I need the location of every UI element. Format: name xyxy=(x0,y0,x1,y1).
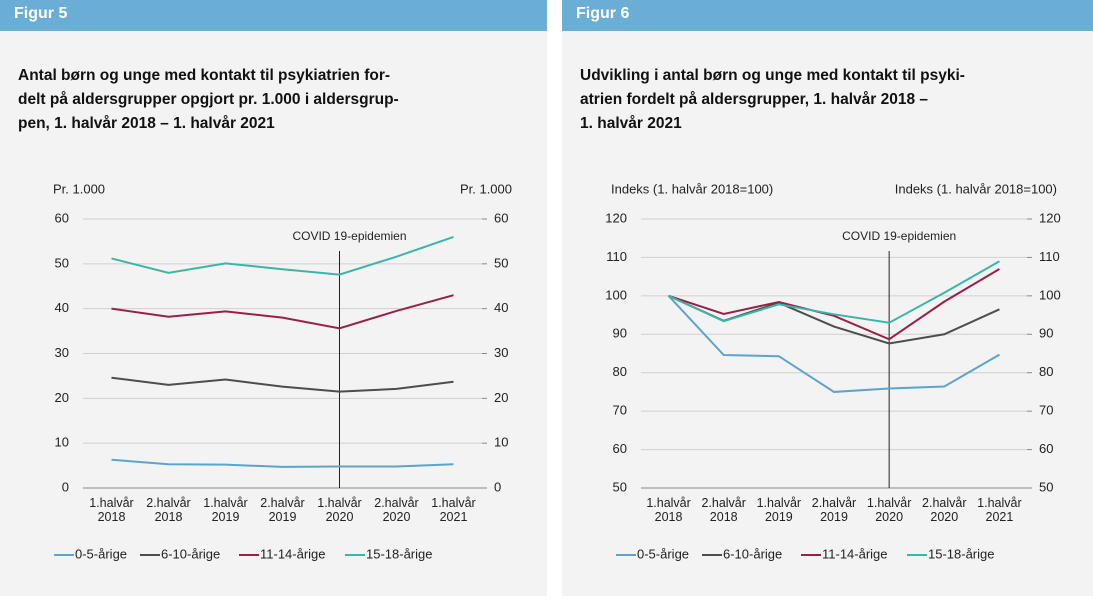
y2-tick-label: 20 xyxy=(494,390,508,405)
y-tick-label: 80 xyxy=(613,364,627,379)
y-tick-label: 50 xyxy=(613,479,627,494)
y-tick-label: 100 xyxy=(605,287,627,302)
chart-title: Udvikling i antal børn og unge med konta… xyxy=(580,67,965,132)
y-axis-label: Indeks (1. halvår 2018=100) xyxy=(611,181,773,196)
x-tick-label: 2.halvår 2019 xyxy=(260,496,305,524)
y-tick-label: 110 xyxy=(606,249,627,264)
panel-background xyxy=(562,0,1093,596)
x-tick-label: 2.halvår 2018 xyxy=(701,496,746,524)
x-tick-label: 1.halvår 2018 xyxy=(646,496,691,524)
x-tick-label: 1.halvår 2019 xyxy=(756,496,802,524)
panel-background xyxy=(0,0,547,596)
figure-label: Figur 5 xyxy=(14,5,68,22)
y-tick-label: 60 xyxy=(55,210,69,225)
y2-tick-label: 0 xyxy=(494,479,501,494)
x-tick-label: 1.halvår 2019 xyxy=(203,496,248,524)
y2-tick-label: 120 xyxy=(1039,210,1061,225)
y2-tick-label: 30 xyxy=(494,345,508,360)
y2-tick-label: 50 xyxy=(494,255,508,270)
y-tick-label: 90 xyxy=(613,326,627,341)
legend-label: 0-5-årige xyxy=(637,546,689,561)
y-tick-label: 40 xyxy=(55,300,69,315)
y2-tick-label: 70 xyxy=(1039,403,1053,418)
y-tick-label: 50 xyxy=(55,255,69,270)
series-line xyxy=(667,295,1000,393)
figure-label: Figur 6 xyxy=(576,5,630,22)
x-tick-label: 2.halvår 2020 xyxy=(374,496,419,524)
panel-header xyxy=(0,0,547,31)
x-tick-label: 2.halvår 2018 xyxy=(146,496,191,524)
y-tick-label: 30 xyxy=(55,345,69,360)
series-line xyxy=(111,294,454,330)
x-tick-label: 1.halvår 2020 xyxy=(317,496,362,524)
chart-title: Antal børn og unge med kontakt til psyki… xyxy=(18,67,399,132)
y2-tick-label: 10 xyxy=(494,435,508,450)
y2-tick-label: 90 xyxy=(1039,326,1053,341)
legend-label: 0-5-årige xyxy=(75,546,127,561)
y2-tick-label: 60 xyxy=(494,210,508,225)
x-tick-label: 2.halvår 2019 xyxy=(811,496,857,524)
y2-axis-label: Indeks (1. halvår 2018=100) xyxy=(895,181,1057,196)
legend-label: 15-18-årige xyxy=(928,546,995,561)
legend-label: 6-10-årige xyxy=(161,546,220,561)
x-tick-label: 2.halvår 2020 xyxy=(922,496,967,524)
y2-tick-label: 50 xyxy=(1039,479,1053,494)
x-tick-label: 1.halvår 2018 xyxy=(89,496,134,524)
y2-tick-label: 80 xyxy=(1039,364,1053,379)
y-tick-label: 20 xyxy=(55,390,69,405)
annotation-text: COVID 19-epidemien xyxy=(292,229,406,243)
y2-tick-label: 60 xyxy=(1039,441,1053,456)
series-line xyxy=(668,260,1000,324)
series-line xyxy=(111,376,454,393)
series-line xyxy=(668,268,1000,341)
y2-axis-label: Pr. 1.000 xyxy=(460,181,512,196)
legend-label: 11-14-årige xyxy=(260,546,326,561)
y-tick-label: 10 xyxy=(55,435,69,450)
annotation-text: COVID 19-epidemien xyxy=(842,229,956,243)
legend-label: 15-18-årige xyxy=(366,546,433,561)
y-tick-label: 70 xyxy=(613,403,627,418)
x-tick-label: 1.halvår 2020 xyxy=(866,496,912,524)
y-axis-label: Pr. 1.000 xyxy=(53,181,105,196)
x-tick-label: 1.halvår 2021 xyxy=(431,496,476,524)
y-tick-label: 60 xyxy=(613,441,627,456)
series-line xyxy=(111,235,454,276)
legend-label: 11-14-årige xyxy=(822,546,888,561)
series-line xyxy=(111,458,454,468)
y2-tick-label: 40 xyxy=(494,300,508,315)
y-tick-label: 0 xyxy=(62,479,69,494)
legend-label: 6-10-årige xyxy=(723,546,782,561)
y2-tick-label: 100 xyxy=(1039,287,1061,302)
panel-header xyxy=(562,0,1093,31)
y-tick-label: 120 xyxy=(605,210,627,225)
x-tick-label: 1.halvår 2021 xyxy=(977,496,1022,524)
y2-tick-label: 110 xyxy=(1039,249,1060,264)
